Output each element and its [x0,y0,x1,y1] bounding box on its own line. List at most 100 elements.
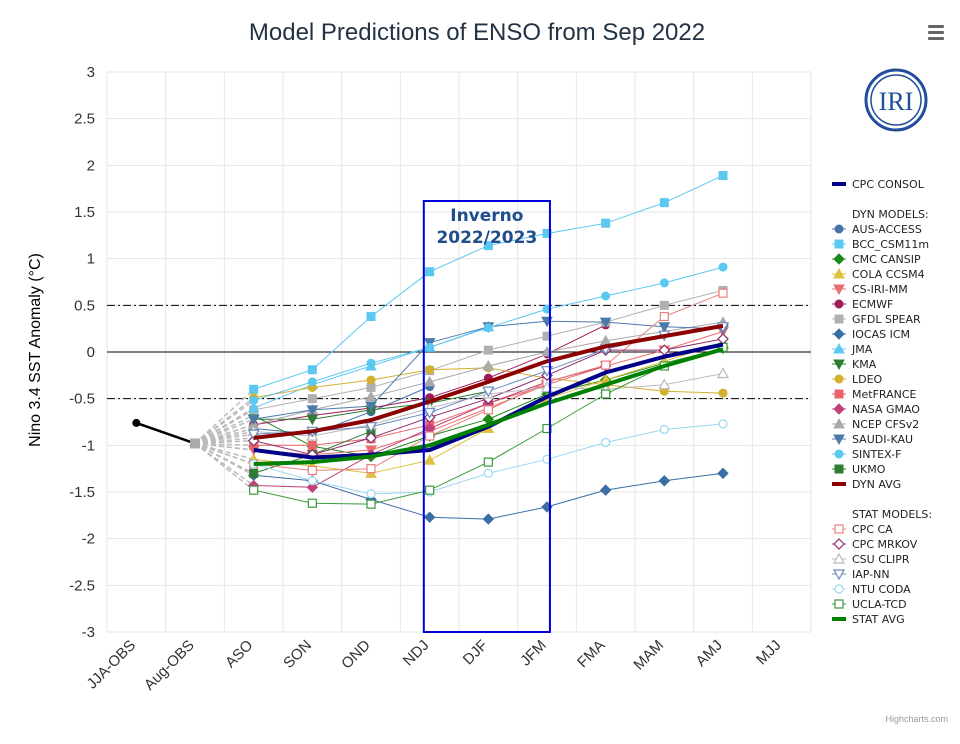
data-point [423,511,436,523]
legend-item-cmc-cansip[interactable]: CMC CANSIP [832,253,921,266]
x-tick-label: DJF [460,637,491,668]
legend-item-cpc-ca[interactable]: CPC CA [832,523,893,536]
y-tick-label: 1 [87,251,95,268]
forecast-connector [194,418,254,445]
data-point [834,389,844,399]
forecast-connector [194,442,254,447]
x-tick-label: Aug-OBS [141,637,198,694]
legend-label: AUS-ACCESS [852,223,922,236]
data-point [833,417,845,429]
data-point [832,552,846,564]
series-line [253,472,724,520]
data-point [601,218,611,228]
legend-item-cola-ccsm4[interactable]: COLA CCSM4 [832,267,925,281]
legend-label: CSU CLIPR [852,553,910,566]
legend-item-cs-iri-mm[interactable]: CS-IRI-MM [832,283,908,296]
data-point [366,312,376,322]
legend-label: MetFRANCE [852,388,917,401]
legend-item-nasa-gmao[interactable]: NASA GMAO [832,403,920,416]
data-point [834,239,844,249]
legend-label: KMA [852,358,877,371]
data-point [833,284,845,296]
data-point [834,224,844,234]
data-point [833,359,845,371]
data-point [307,498,317,508]
legend-item-csu-clipr[interactable]: CSU CLIPR [832,552,910,566]
legend-item-iocas-icm[interactable]: IOCAS ICM [832,328,910,341]
series-bcc-csm11m [249,171,728,394]
legend-item-ntu-coda[interactable]: NTU CODA [832,583,911,596]
legend-item-ncep-cfsv2[interactable]: NCEP CFSv2 [832,417,919,431]
legend-item-dyn-avg[interactable]: DYN AVG [832,478,901,491]
data-point [718,388,728,398]
data-point [718,419,728,429]
legend-item-sintex-f[interactable]: SINTEX-F [832,448,901,461]
legend-group-header: STAT MODELS: [852,508,932,521]
data-point [601,291,611,301]
legend-label: DYN AVG [852,478,901,491]
legend-item-iap-nn[interactable]: IAP-NN [832,568,890,581]
data-point [366,375,376,385]
x-tick-label: JJA-OBS [84,637,140,693]
legend-label: ECMWF [852,298,893,311]
legend-item-stat-avg[interactable]: STAT AVG [832,613,905,626]
legend-item-jma[interactable]: JMA [832,342,873,356]
legend-item-ldeo[interactable]: LDEO [832,373,883,386]
data-point [834,464,844,474]
data-point [365,401,377,413]
data-point [483,345,493,355]
legend-label: SAUDI-KAU [852,433,913,446]
legend-item-ucla-tcd[interactable]: UCLA-TCD [832,598,907,611]
legend-item-bcc-csm11m[interactable]: BCC_CSM11m [832,238,929,251]
data-point [425,485,435,495]
legend-label: UKMO [852,463,886,476]
legend-item-cpc-consol[interactable]: CPC CONSOL [832,178,925,191]
legend-item-kma[interactable]: KMA [832,358,877,371]
data-point [833,342,845,354]
data-point [366,358,376,368]
data-point [483,457,493,467]
legend-label: COLA CCSM4 [852,268,925,281]
data-point [249,468,259,478]
data-point [307,440,317,450]
observed-line [135,421,196,445]
data-point [659,424,669,435]
data-point [658,322,671,333]
series-lines [132,171,730,525]
hamburger-menu-icon[interactable] [922,18,950,46]
x-tick-label: JFM [517,637,550,670]
series-dyn-avg [253,323,724,440]
legend-label: NCEP CFSv2 [852,418,919,431]
legend-group-header: DYN MODELS: [852,208,929,221]
x-tick-label: OND [338,637,374,673]
legend-item-aus-access[interactable]: AUS-ACCESS [832,223,922,236]
winter-box [422,200,551,633]
data-point [717,467,729,480]
forecast-connector [194,442,254,465]
forecast-connector [194,442,254,451]
legend-item-metfrance[interactable]: MetFRANCE [832,388,917,401]
y-axis-title: Nino 3.4 SST Anomaly (°C) [27,253,44,447]
data-point [249,396,259,406]
series-observed [132,418,200,449]
legend-item-cpc-mrkov[interactable]: CPC MRKOV [832,538,918,551]
legend-item-saudi-kau[interactable]: SAUDI-KAU [832,433,913,446]
legend-item-gfdl-spear[interactable]: GFDL SPEAR [832,313,921,326]
credits-link[interactable]: Highcharts.com [885,714,948,724]
data-point [423,408,436,419]
y-tick-label: 0.5 [74,297,95,314]
legend-item-ukmo[interactable]: UKMO [832,463,886,476]
forecast-connector [194,442,255,475]
forecast-connector [194,399,255,445]
x-tick-label: ASO [222,637,256,671]
data-point [833,538,845,550]
legend-label: GFDL SPEAR [852,313,921,326]
data-point [483,405,493,415]
data-point [425,431,435,441]
data-point [307,476,317,486]
data-point [833,403,845,415]
y-tick-label: 3 [87,64,95,81]
legend-item-ecmwf[interactable]: ECMWF [832,298,893,311]
forecast-connector [194,439,254,445]
